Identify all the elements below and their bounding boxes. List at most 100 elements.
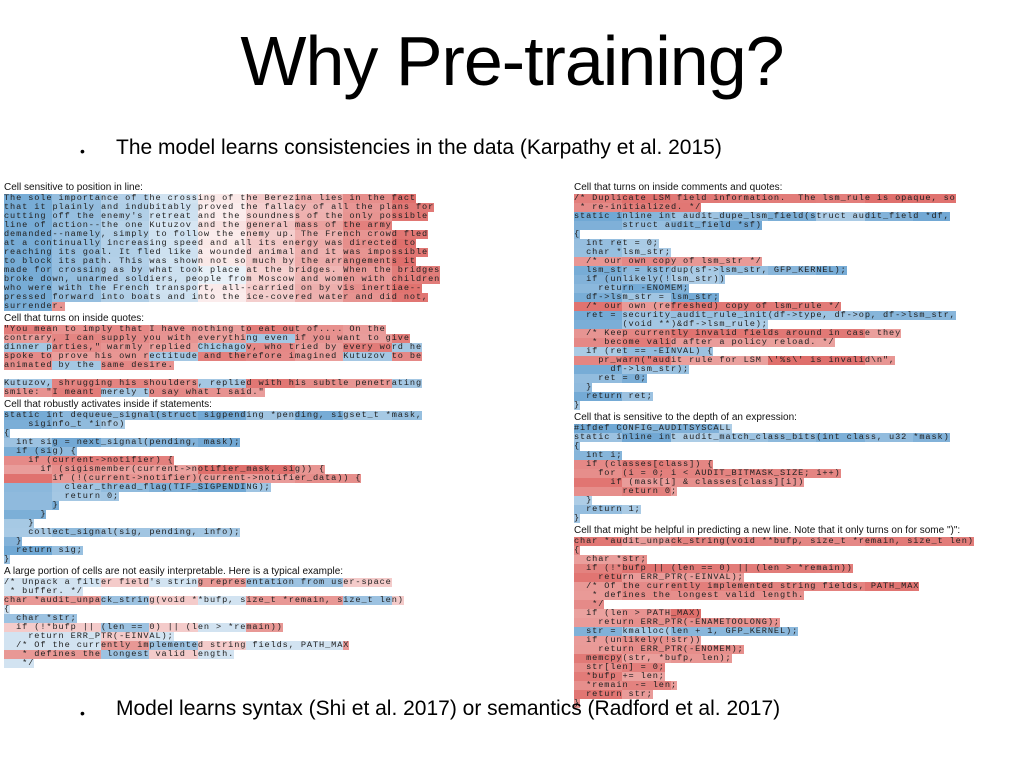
activation-char-span: GFP_KER <box>767 266 817 275</box>
activation-line: spoke to prove his own rectitude and the… <box>4 352 566 361</box>
activation-char-span: crossin <box>52 266 101 275</box>
activation-char-span: sm_str, <box>913 311 956 320</box>
activation-line: static inline int audit_match_class_bits… <box>574 433 1016 442</box>
activation-char-span: contrary <box>4 334 53 343</box>
activation-line: } <box>574 401 1016 410</box>
activation-line: /* Duplicate LSM field information. The … <box>574 194 1016 203</box>
activation-char-span: replied <box>149 343 198 352</box>
activation-char-span: t of.... <box>294 325 344 334</box>
activation-line: collect_signal(sig, pending, info); <box>4 528 566 537</box>
activation-char-span: info); <box>197 528 241 537</box>
activation-char-span: security <box>622 311 671 320</box>
activation-char-span: and wom <box>294 275 344 284</box>
activation-char-span: -carried <box>246 284 295 293</box>
activation-line: { <box>574 546 1016 555</box>
activation-char-span: ive <box>391 334 410 343</box>
activation-char-span: it rule <box>670 356 720 365</box>
figure-left-column: Cell sensitive to position in line: The s… <box>4 182 566 670</box>
activation-char-span: 0) || (l <box>719 564 768 573</box>
activation-char-span: smile: " <box>4 388 53 397</box>
activation-char-span: and the <box>197 212 247 221</box>
activation-char-span: pending, <box>149 438 198 447</box>
activation-char-span: entation <box>246 578 295 587</box>
activation-line: that it plainly and indubitably proved t… <box>4 203 566 212</box>
activation-char-span <box>4 370 10 379</box>
activation-line: struct audit_field *sf) <box>574 221 1016 230</box>
activation-line: * become valid after a policy reload. */ <box>574 338 1016 347</box>
activation-char-span: *mask) <box>913 433 950 442</box>
activation-char-span: ass_bits <box>767 433 817 442</box>
activation-char-span: = 0; <box>622 374 647 383</box>
activation-char-span: every wo <box>343 343 392 352</box>
activation-line: cutting off the enemy's retreat and the … <box>4 212 566 221</box>
activation-char-span: tly inva <box>670 329 720 338</box>
activation-char-span: ssible <box>391 212 429 221</box>
activation-char-span: en > *re <box>767 564 817 573</box>
activation-char-span: g) { <box>52 447 77 456</box>
activation-line: /* our own (refreshed) copy of lsm_rule … <box>574 302 1016 311</box>
activation-char-span: ses[clas <box>719 478 768 487</box>
activation-char-span: r = kstr <box>622 266 671 275</box>
activation-char-span: --namely <box>52 230 101 239</box>
activation-char-span: g = next <box>52 438 101 447</box>
activation-line: int i; <box>574 451 1016 460</box>
activation-char-span: arties," <box>52 343 101 352</box>
activation-char-span: (void ** <box>622 320 671 329</box>
activation-char-span: nce of t <box>100 194 150 203</box>
activation-line: ret = 0; <box>574 374 1016 383</box>
activation-char-span: */ <box>574 600 605 609</box>
activation-line: contrary, I can supply you with everythi… <box>4 334 566 343</box>
activation-char-span: lsm_rul <box>767 302 817 311</box>
activation-line: The sole importance of the crossing of t… <box>4 194 566 203</box>
activation-line: if (mask[i] & classes[class][i]) <box>574 478 1016 487</box>
activation-char-span: s][i]) <box>767 478 805 487</box>
activation-line: who were with the French transport, all-… <box>4 284 566 293</box>
activation-char-span: ength. <box>197 650 235 659</box>
activation-char-span: *remai <box>574 681 623 690</box>
activation-char-span: p, df->l <box>864 311 914 320</box>
activation-char-span: s of the <box>294 212 344 221</box>
activation-char-span: plemente <box>719 582 768 591</box>
activation-char-span: g)) { <box>294 465 326 474</box>
activation-char-span: retu <box>4 632 53 641</box>
activation-char-span: char *au <box>4 596 53 605</box>
activation-char-span: nline in <box>622 433 671 442</box>
activation-char-span: int si <box>4 438 53 447</box>
activation-char-span: rrent->n <box>100 474 150 483</box>
activation-char-span: str = <box>574 627 623 636</box>
activation-line: static int dequeue_signal(struct sigpend… <box>4 411 566 420</box>
panel-caption: Cell that robustly activates inside if s… <box>4 399 212 410</box>
panel-caption: Cell that is sensitive to the depth of a… <box>574 412 797 423</box>
activation-char-span: the one <box>100 221 150 230</box>
activation-char-span: int re <box>574 239 623 248</box>
activation-char-span: (len == <box>100 623 150 632</box>
activation-char-span: \'%s\' i <box>767 356 817 365</box>
activation-char-span: ETOOLONG <box>719 618 768 627</box>
activation-char-span: reaching <box>4 248 53 257</box>
activation-char-span: that it <box>4 203 53 212</box>
activation-char-span: LL <box>719 424 732 433</box>
activation-char-span: { <box>4 429 11 438</box>
right-panel: Cell that might be helpful in predicting… <box>574 525 1016 708</box>
activation-char-span: if you w <box>294 334 344 343</box>
activation-char-span: On the <box>343 325 386 334</box>
activation-char-span: dupe_lsm <box>719 212 768 221</box>
activation-char-span: ember(cu <box>100 465 150 474</box>
activation-line: return ERR_PTR(-ENOMEM); <box>574 645 1016 654</box>
activation-char-span: nt deque <box>52 411 101 420</box>
activation-char-span: #ifdef C <box>574 424 623 433</box>
activation-char-span: current- <box>52 456 101 465</box>
activation-char-span: dinner p <box>4 343 53 352</box>
activation-line: /* Of the currently implemented string f… <box>4 641 566 650</box>
activation-char-span: m_str = <box>622 293 671 302</box>
activation-char-span: fields, <box>246 641 295 650</box>
activation-char-span: mass of <box>294 221 344 230</box>
activation-char-span: dit_unpa <box>52 596 101 605</box>
panel-caption: A large portion of cells are not easily … <box>4 566 344 577</box>
activation-line: return ERR_PTR(-EINVAL); <box>4 632 566 641</box>
activation-char-span: plemente <box>149 641 198 650</box>
activation-line: /* Unpack a filter field's string repres… <box>4 578 566 587</box>
activation-line: } <box>4 555 566 564</box>
activation-char-span: Kutuzov <box>149 221 198 230</box>
activation-char-span: X <box>913 582 920 591</box>
